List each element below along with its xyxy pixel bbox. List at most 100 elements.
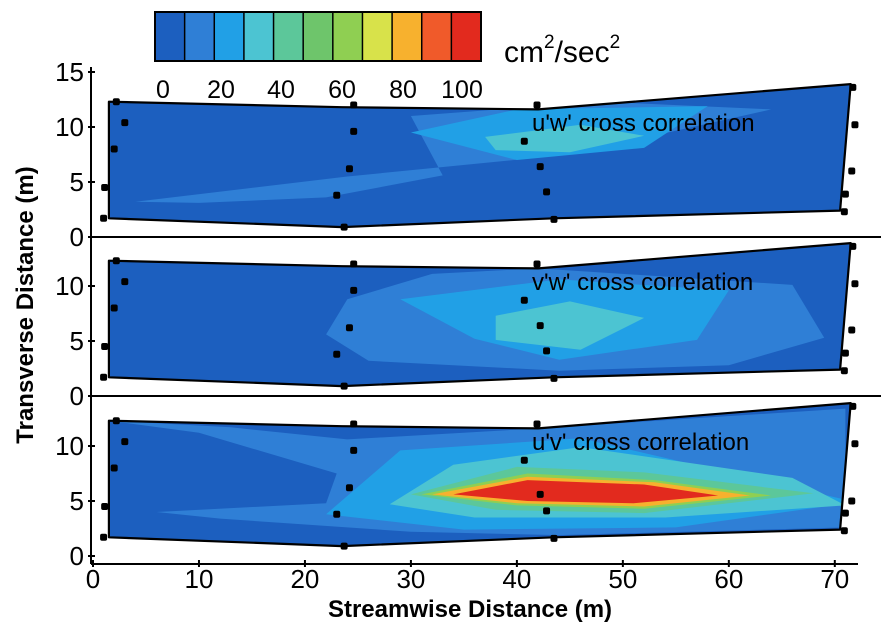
panel-boundary (107, 82, 852, 229)
measurement-point (841, 509, 849, 517)
colorbar-tick-label: 80 (389, 76, 417, 104)
measurement-point (848, 497, 856, 505)
measurement-point (848, 167, 856, 175)
colorbar-frame (154, 11, 482, 62)
measurement-point (101, 503, 109, 510)
y-tick-label: 10 (55, 112, 84, 142)
measurement-point (520, 137, 528, 145)
measurement-point (350, 260, 358, 268)
measurement-point (350, 286, 358, 294)
measurement-point (536, 163, 544, 171)
panel-contour-fill (108, 84, 851, 228)
measurement-point (550, 534, 558, 542)
measurement-point (543, 347, 551, 355)
measurement-point (543, 507, 551, 515)
unit-superscript: 2 (544, 32, 555, 53)
colorbar: 0 20 40 60 80 100 (154, 11, 483, 104)
y-tick-label: 15 (55, 57, 84, 87)
measurement-point (110, 464, 118, 472)
x-tick-label: 70 (820, 564, 849, 594)
y-tick-label: 10 (55, 431, 84, 461)
colorbar-tick-label: 40 (267, 76, 295, 104)
measurement-point (350, 420, 358, 428)
colorbar-swatch (214, 12, 245, 61)
measurement-point (112, 98, 120, 106)
measurement-point (543, 188, 551, 196)
measurement-point (849, 242, 857, 250)
y-tick-label: 5 (70, 486, 84, 516)
x-tick-label: 30 (396, 564, 425, 594)
measurement-point (340, 223, 348, 231)
y-tick-label: 0 (70, 222, 84, 252)
measurement-point (851, 280, 859, 288)
colorbar-swatch (362, 12, 393, 61)
measurement-point (101, 184, 109, 191)
colorbar-swatch (451, 12, 482, 61)
x-tick-label: 60 (714, 564, 743, 594)
measurement-point (550, 374, 558, 382)
colorbar-swatch (303, 12, 334, 61)
panel-title: u'v' cross correlation (532, 429, 749, 456)
unit-superscript: 2 (610, 32, 621, 53)
y-axis: 0 5 10 15 0 5 10 0 5 10 (55, 57, 95, 571)
contour-band-30 (495, 301, 645, 350)
y-tick-label: 5 (70, 326, 84, 356)
x-tick-label: 20 (290, 564, 319, 594)
panel-boundary (107, 402, 852, 548)
measurement-point (345, 484, 353, 492)
measurement-point (849, 83, 857, 91)
measurement-point (533, 260, 541, 268)
colorbar-swatch (392, 12, 423, 61)
x-tick-label: 10 (185, 564, 214, 594)
measurement-point (121, 119, 129, 127)
measurement-point (100, 533, 108, 541)
colorbar-tick-label: 60 (328, 76, 356, 104)
contour-panel: v'w' cross correlation (100, 242, 859, 390)
y-axis-label: Transverse Distance (m) (12, 166, 39, 443)
unit-slash-sec: /sec (555, 36, 610, 69)
measurement-point (340, 382, 348, 390)
measurement-point (536, 490, 544, 498)
measurement-point (851, 440, 859, 448)
contour-band-30 (485, 124, 645, 153)
measurement-point (840, 208, 848, 216)
measurement-point (110, 145, 118, 153)
measurement-point (533, 101, 541, 109)
x-tick-label: 0 (86, 564, 100, 594)
measurement-point (848, 326, 856, 334)
measurement-point (840, 367, 848, 375)
measurement-point (121, 438, 129, 446)
measurement-point (101, 343, 109, 350)
measurement-point (550, 215, 558, 223)
measurement-point (841, 190, 849, 198)
contour-band-95 (453, 480, 719, 504)
measurement-point (345, 165, 353, 173)
x-tick-label: 50 (608, 564, 637, 594)
measurement-point (533, 420, 541, 428)
colorbar-unit-label: cm2/sec2 (504, 32, 620, 69)
measurement-point (110, 304, 118, 312)
measurement-point (100, 214, 108, 222)
colorbar-tick-label: 20 (207, 76, 235, 104)
x-axis: 0 10 20 30 40 50 60 70 (86, 560, 858, 594)
measurement-point (520, 296, 528, 304)
y-tick-label: 0 (70, 541, 84, 571)
contour-panel: u'v' cross correlation (100, 402, 859, 550)
panel-contour-fill (108, 403, 851, 547)
y-tick-label: 10 (55, 271, 84, 301)
panel-contour-fill (108, 243, 851, 387)
y-tick-label: 0 (70, 381, 84, 411)
measurement-point (840, 527, 848, 535)
measurement-point (350, 127, 358, 135)
measurement-point (841, 349, 849, 357)
measurement-point (340, 542, 348, 550)
measurement-point (345, 324, 353, 332)
contour-panel: u'w' cross correlation (100, 82, 859, 231)
panel-title: u'w' cross correlation (532, 110, 755, 137)
measurement-point (851, 121, 859, 129)
contour-panels: u'w' cross correlation v'w' cross correla… (90, 82, 881, 550)
measurement-point (333, 191, 341, 199)
measurement-point (520, 456, 528, 464)
colorbar-swatch (184, 12, 215, 61)
